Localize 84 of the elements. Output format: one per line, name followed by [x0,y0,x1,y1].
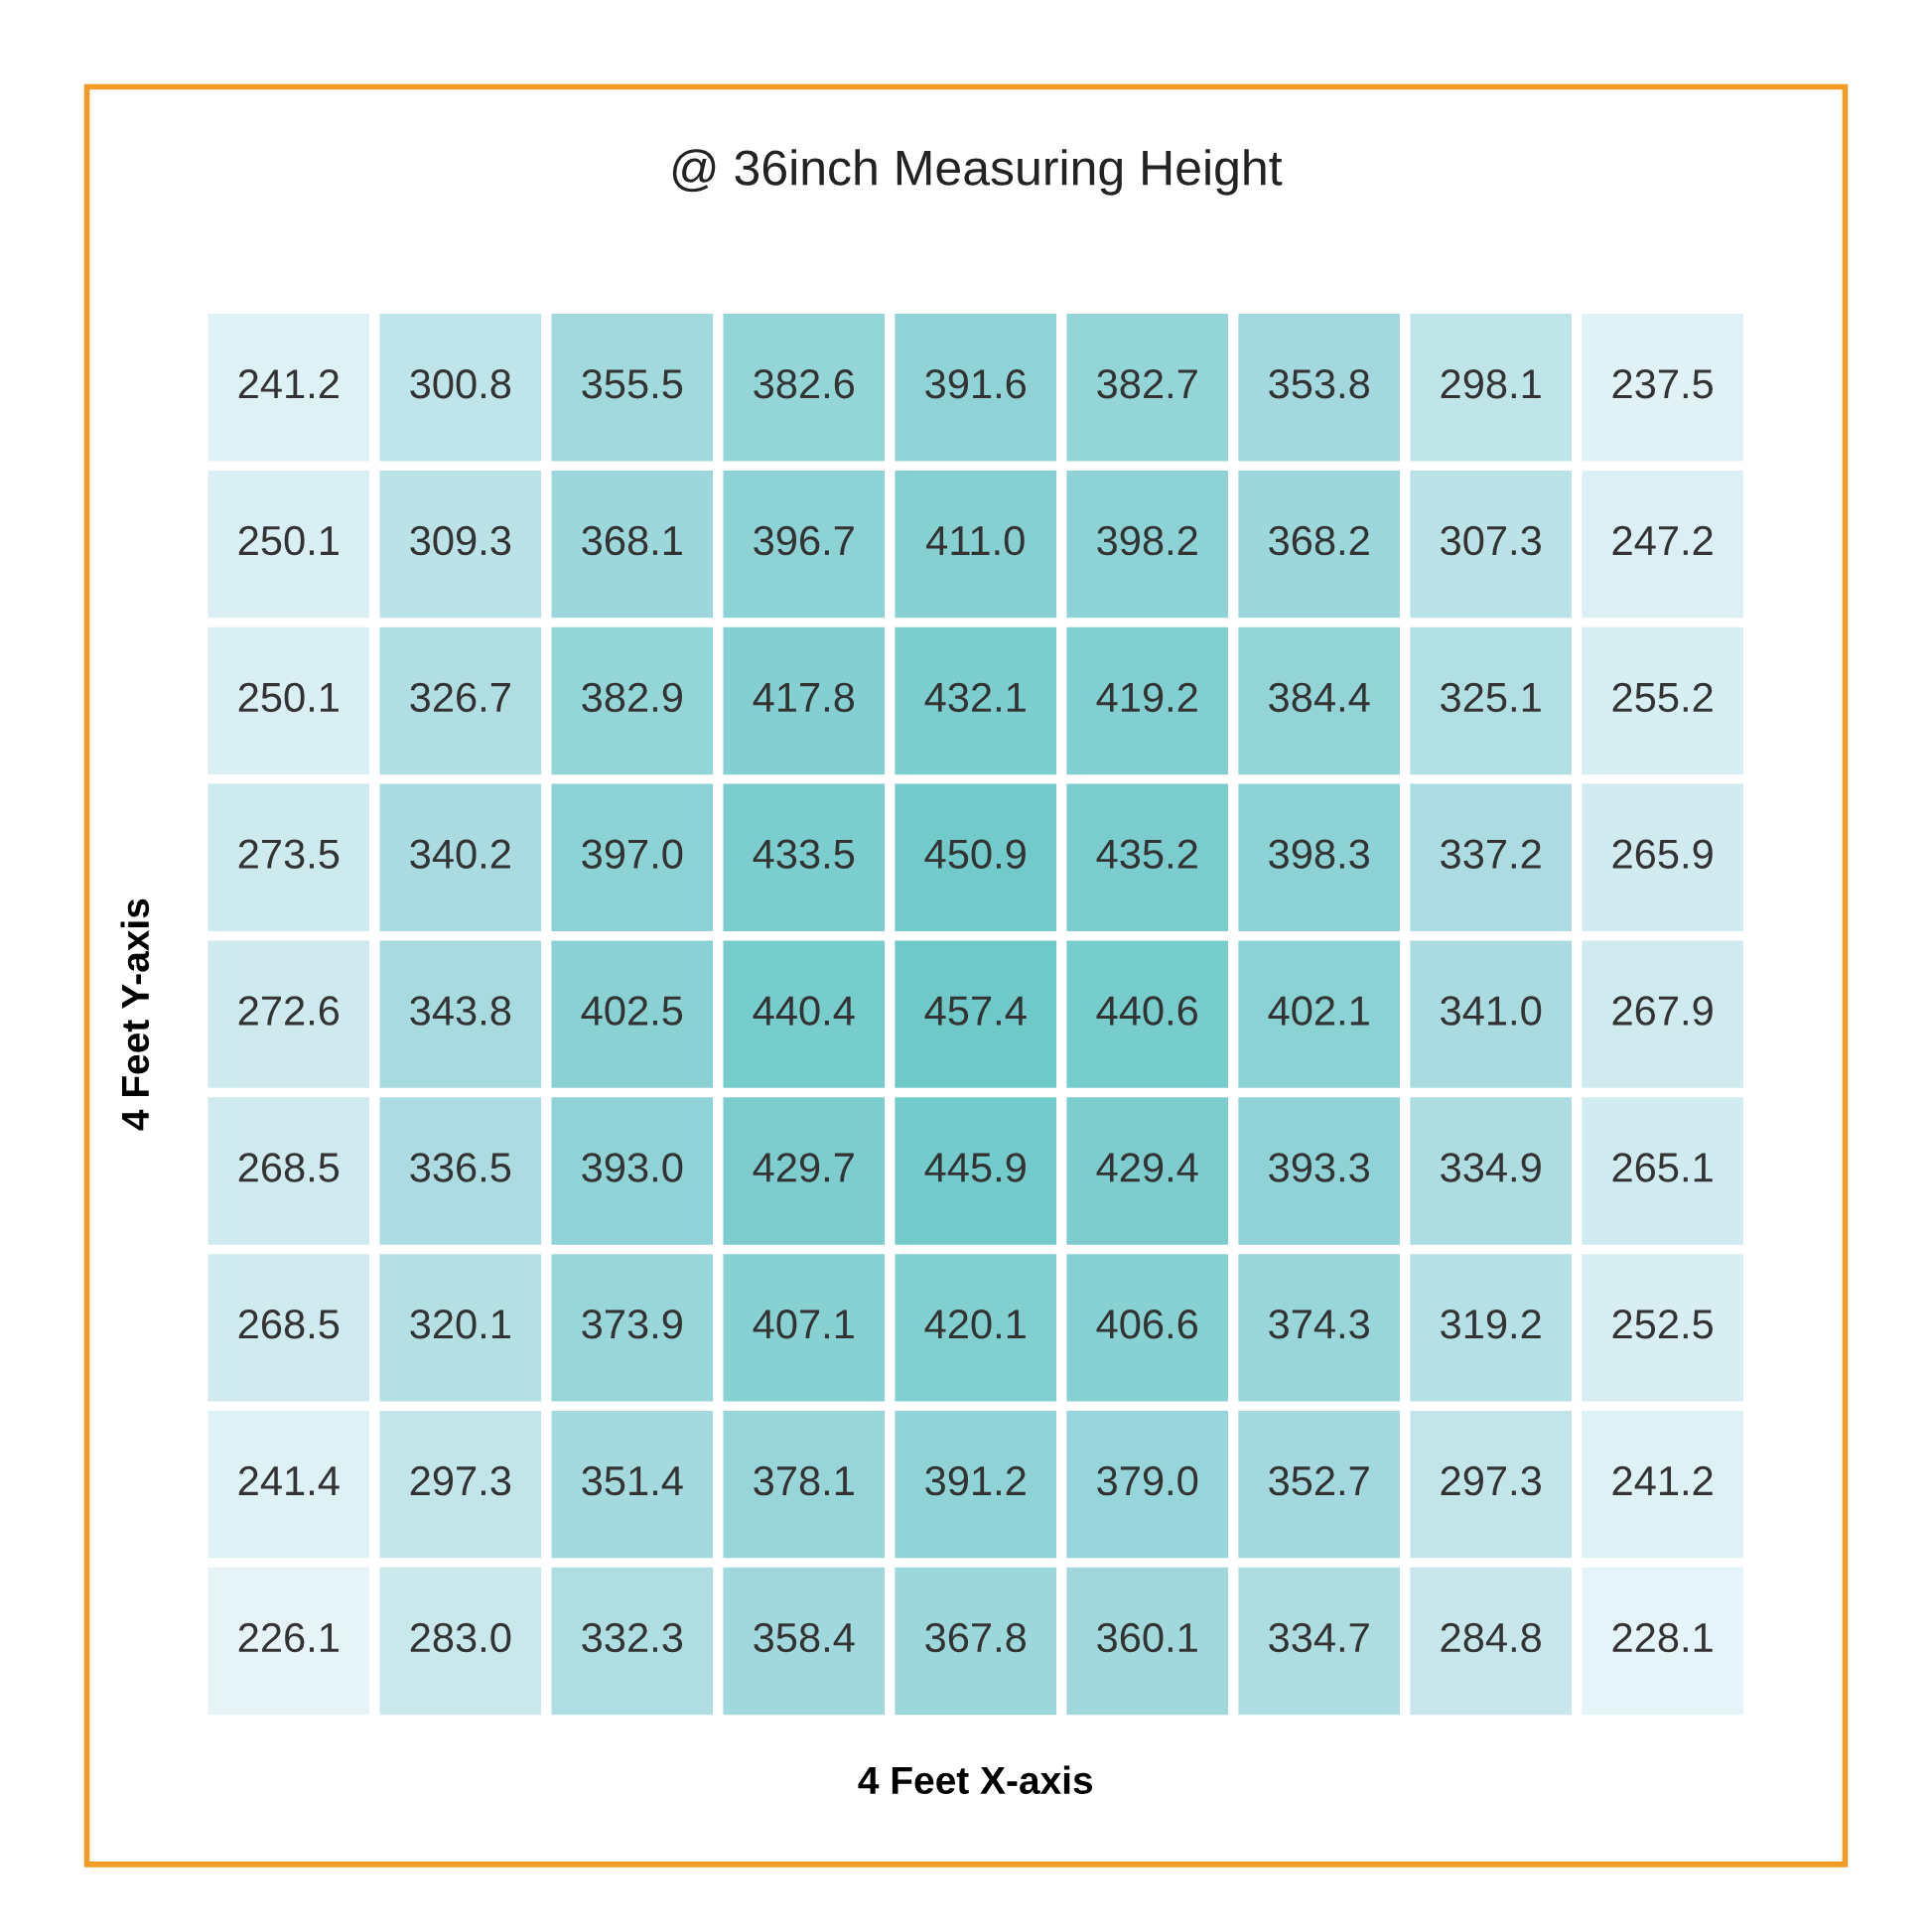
data-label: 445.9 [924,1153,1026,1182]
data-label: 379.0 [1097,1465,1198,1496]
data-label: 440.6 [1096,996,1198,1026]
data-label: 332.3 [582,1622,683,1653]
data-label: 283.0 [410,1622,511,1653]
data-label: 284.8 [1441,1622,1541,1653]
data-label: 340.2 [410,839,510,869]
data-label: 457.4 [924,996,1027,1026]
data-label: 406.6 [1096,1310,1198,1339]
data-label: 241.4 [238,1465,340,1495]
data-label: 393.3 [1269,1153,1369,1182]
data-label: 398.3 [1269,839,1369,869]
data-label: 298.1 [1441,368,1541,399]
data-label: 341.0 [1441,996,1542,1026]
data-label: 326.7 [410,682,510,713]
data-label: 358.4 [754,1622,855,1653]
data-label: 435.2 [1096,839,1197,869]
data-label: 334.7 [1269,1622,1369,1653]
data-label: 450.9 [924,839,1026,869]
data-label: 429.4 [1096,1153,1198,1182]
data-label: 237.5 [1612,368,1714,399]
data-label: 417.8 [753,682,855,713]
data-label: 334.9 [1441,1153,1541,1182]
data-label: 382.7 [1097,368,1197,399]
x-axis-title: 4 Feet X-axis [858,1765,1093,1795]
data-label: 228.1 [1612,1622,1713,1653]
data-label: 320.1 [410,1310,510,1339]
data-label: 382.9 [582,682,682,713]
data-label: 407.1 [753,1310,854,1339]
data-label: 402.5 [581,996,683,1026]
data-label: 419.2 [1096,682,1197,713]
data-label: 360.1 [1097,1622,1197,1653]
data-label: 336.5 [410,1153,511,1182]
data-label: 373.9 [582,1310,682,1339]
data-label: 325.1 [1441,682,1541,713]
data-label: 343.8 [410,996,511,1026]
data-label: 396.7 [754,525,854,556]
data-label: 268.5 [238,1153,340,1182]
data-label: 265.9 [1612,839,1713,869]
data-label: 391.2 [925,1465,1026,1496]
data-label: 297.3 [410,1465,511,1496]
data-label: 255.2 [1612,682,1713,713]
data-label: 250.1 [238,682,339,713]
data-label: 398.2 [1097,525,1197,556]
data-label: 378.1 [754,1465,854,1496]
data-label: 252.5 [1612,1310,1714,1339]
data-label: 272.6 [238,996,340,1026]
data-label: 384.4 [1269,682,1370,713]
data-label: 352.7 [1269,1465,1369,1496]
data-label: 241.2 [238,368,339,399]
data-label: 265.1 [1612,1153,1713,1182]
data-label: 433.5 [753,839,855,869]
data-label: 355.5 [582,368,683,399]
data-label: 374.3 [1269,1310,1369,1339]
data-label: 368.2 [1269,525,1369,556]
data-label: 351.4 [582,1465,683,1496]
data-label: 432.1 [924,682,1026,713]
data-label: 391.6 [925,368,1027,399]
data-label: 397.0 [582,839,683,869]
data-label: 367.8 [925,1622,1027,1653]
data-label: 382.6 [754,368,855,399]
y-axis-title: 4 Feet Y-axis [120,898,150,1131]
data-label: 429.7 [753,1153,854,1182]
data-label: 241.2 [1612,1465,1713,1495]
data-label: 226.1 [238,1622,339,1653]
data-label: 267.9 [1612,996,1713,1026]
data-label: 307.3 [1441,525,1541,556]
data-label: 297.3 [1441,1465,1541,1496]
data-label: 309.3 [410,525,511,556]
data-label: 420.1 [924,1310,1026,1339]
data-label: 319.2 [1441,1310,1541,1339]
data-label: 247.2 [1612,525,1713,555]
data-label: 268.5 [238,1310,340,1339]
data-label: 353.8 [1269,368,1370,399]
data-label: 300.8 [410,368,511,399]
data-label: 440.4 [753,996,855,1026]
data-label: 250.1 [238,525,339,556]
data-label: 337.2 [1441,839,1541,869]
data-label: 411.0 [926,525,1025,556]
chart-title: @ 36inch Measuring Height [672,149,1283,196]
data-label: 368.1 [582,525,682,556]
data-label: 393.0 [582,1153,683,1182]
data-label: 402.1 [1268,996,1369,1026]
data-label: 273.5 [238,839,340,869]
